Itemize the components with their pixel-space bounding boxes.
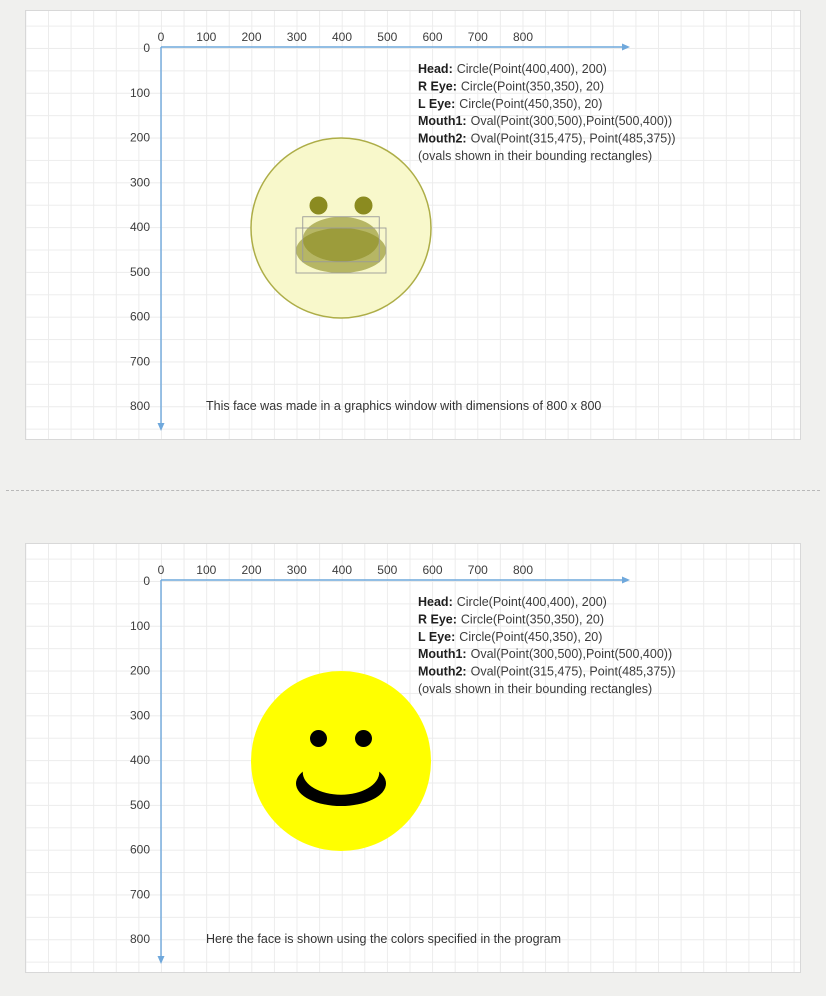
x-tick-label: 400: [332, 30, 352, 44]
smiley-face-sketch: [250, 137, 432, 319]
annotation-text: Oval(Point(300,500),Point(500,400)): [471, 114, 673, 128]
x-tick-label: 700: [468, 30, 488, 44]
y-axis-arrow-icon: [157, 423, 165, 431]
annotation-text: Circle(Point(450,350), 20): [459, 630, 602, 644]
annotation-text: Circle(Point(350,350), 20): [461, 612, 604, 626]
y-tick-label: 400: [130, 753, 150, 767]
graphics-canvas-sketch: 0 100 200 300 400 500 600 700 800 0 100 …: [130, 30, 676, 431]
x-tick-label: 300: [287, 30, 307, 44]
annotation-line: Head: Circle(Point(400,400), 200): [418, 62, 607, 76]
y-tick-label: 500: [130, 265, 150, 279]
dashed-separator: [6, 490, 820, 491]
annotation-line: Mouth2: Oval(Point(315,475), Point(485,37…: [418, 665, 676, 679]
y-axis-arrow-icon: [157, 956, 165, 964]
y-tick-label: 700: [130, 887, 150, 901]
y-tick-label: 600: [130, 310, 150, 324]
graphics-canvas-colored: 0 100 200 300 400 500 600 700 800 0 100 …: [130, 563, 676, 964]
x-tick-label: 200: [241, 563, 261, 577]
mouth2-oval: [302, 749, 380, 795]
graphics-window-colored-panel: 0 100 200 300 400 500 600 700 800 0 100 …: [25, 543, 801, 973]
x-axis-arrow-icon: [622, 43, 630, 51]
y-tick-label: 300: [130, 175, 150, 189]
annotation-line: Mouth2: Oval(Point(315,475), Point(485,37…: [418, 132, 676, 146]
x-tick-label: 500: [377, 30, 397, 44]
mouth2-bounding-rect: [302, 216, 380, 263]
x-tick-label: 800: [513, 563, 533, 577]
y-tick-label: 800: [130, 399, 150, 413]
panel-caption: This face was made in a graphics window …: [206, 399, 601, 413]
annotation-label: L Eye:: [418, 630, 455, 644]
annotation-text: Oval(Point(315,475), Point(485,375)): [471, 132, 676, 146]
annotation-label: Mouth2:: [418, 132, 467, 146]
annotation-line: Head: Circle(Point(400,400), 200): [418, 595, 607, 609]
annotation-text: Circle(Point(350,350), 20): [461, 79, 604, 93]
annotation-text: (ovals shown in their bounding rectangle…: [418, 149, 652, 163]
x-tick-label: 0: [158, 563, 165, 577]
y-tick-label: 200: [130, 131, 150, 145]
annotation-line: Mouth1: Oval(Point(300,500),Point(500,400…: [418, 114, 672, 128]
y-tick-label: 800: [130, 932, 150, 946]
graphics-window-sketch-panel: 0 100 200 300 400 500 600 700 800 0 100 …: [25, 10, 801, 440]
y-tick-label: 700: [130, 354, 150, 368]
x-axis-arrow-icon: [622, 576, 630, 584]
x-tick-label: 200: [241, 30, 261, 44]
annotation-text: Oval(Point(315,475), Point(485,375)): [471, 665, 676, 679]
y-tick-label: 100: [130, 86, 150, 100]
mouth1-bounding-rect: [295, 227, 387, 274]
annotation-label: L Eye:: [418, 97, 455, 111]
shape-annotations: Head: Circle(Point(400,400), 200) R Eye: C…: [418, 595, 676, 696]
annotation-label: Mouth1:: [418, 114, 467, 128]
x-tick-label: 600: [422, 30, 442, 44]
y-tick-label: 0: [143, 574, 150, 588]
y-tick-label: 400: [130, 220, 150, 234]
right-eye-circle: [309, 196, 328, 215]
y-tick-label: 0: [143, 41, 150, 55]
x-tick-label: 100: [196, 30, 216, 44]
left-eye-circle: [355, 730, 372, 747]
annotation-line: L Eye: Circle(Point(450,350), 20): [418, 97, 602, 111]
annotation-label: Head:: [418, 62, 453, 76]
annotation-label: Mouth2:: [418, 665, 467, 679]
x-tick-label: 700: [468, 563, 488, 577]
annotation-line: R Eye: Circle(Point(350,350), 20): [418, 79, 604, 93]
y-axis-tick-labels: 0 100 200 300 400 500 600 700 800: [130, 574, 150, 946]
x-tick-label: 0: [158, 30, 165, 44]
shape-annotations: Head: Circle(Point(400,400), 200) R Eye: C…: [418, 62, 676, 163]
y-tick-label: 200: [130, 664, 150, 678]
annotation-line: (ovals shown in their bounding rectangle…: [418, 149, 652, 163]
annotation-text: Oval(Point(300,500),Point(500,400)): [471, 647, 673, 661]
annotation-text: (ovals shown in their bounding rectangle…: [418, 682, 652, 696]
right-eye-circle: [310, 730, 327, 747]
y-axis-tick-labels: 0 100 200 300 400 500 600 700 800: [130, 41, 150, 413]
y-tick-label: 100: [130, 619, 150, 633]
x-tick-label: 800: [513, 30, 533, 44]
y-tick-label: 300: [130, 708, 150, 722]
annotation-text: Circle(Point(450,350), 20): [459, 97, 602, 111]
annotation-label: R Eye:: [418, 612, 457, 626]
annotation-text: Circle(Point(400,400), 200): [457, 595, 607, 609]
x-tick-label: 100: [196, 563, 216, 577]
annotation-line: Mouth1: Oval(Point(300,500),Point(500,400…: [418, 647, 672, 661]
annotation-line: (ovals shown in their bounding rectangle…: [418, 682, 652, 696]
x-tick-label: 400: [332, 563, 352, 577]
x-axis-tick-labels: 0 100 200 300 400 500 600 700 800: [158, 563, 534, 577]
annotation-label: Head:: [418, 595, 453, 609]
left-eye-circle: [354, 196, 373, 215]
x-axis-tick-labels: 0 100 200 300 400 500 600 700 800: [158, 30, 534, 44]
x-tick-label: 500: [377, 563, 397, 577]
panel-caption: Here the face is shown using the colors …: [206, 932, 561, 946]
annotation-label: Mouth1:: [418, 647, 467, 661]
x-tick-label: 600: [422, 563, 442, 577]
annotation-line: R Eye: Circle(Point(350,350), 20): [418, 612, 604, 626]
y-tick-label: 600: [130, 843, 150, 857]
annotation-label: R Eye:: [418, 79, 457, 93]
x-tick-label: 300: [287, 563, 307, 577]
y-tick-label: 500: [130, 798, 150, 812]
annotation-text: Circle(Point(400,400), 200): [457, 62, 607, 76]
smiley-face-colored: [251, 671, 431, 851]
mouth2-oval: [302, 216, 380, 262]
annotation-line: L Eye: Circle(Point(450,350), 20): [418, 630, 602, 644]
